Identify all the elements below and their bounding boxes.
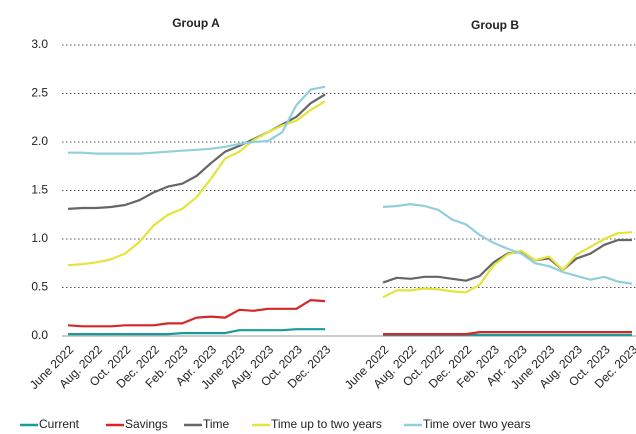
- legend-label: Current: [39, 417, 80, 431]
- series-line: [68, 328, 325, 336]
- series-line: [382, 231, 633, 299]
- legend-label: Time: [203, 417, 230, 431]
- series-line: [67, 100, 326, 267]
- legend-label: Savings: [125, 417, 168, 431]
- y-tick-label: 2.5: [31, 86, 48, 100]
- series-line: [67, 299, 326, 328]
- y-tick-label: 3.0: [31, 37, 48, 51]
- y-tick-label: 0.0: [31, 328, 48, 342]
- series-line: [382, 203, 633, 285]
- series-line: [383, 331, 632, 336]
- panel-title: Group A: [172, 16, 220, 30]
- y-tick-label: 0.5: [31, 280, 48, 294]
- y-tick-label: 1.5: [31, 183, 48, 197]
- series-line: [382, 238, 632, 284]
- legend-label: Time up to two years: [271, 417, 382, 431]
- y-tick-label: 1.0: [31, 231, 48, 245]
- series-line: [68, 85, 326, 155]
- y-tick-label: 2.0: [31, 134, 48, 148]
- series-line: [67, 93, 326, 210]
- legend-label: Time over two years: [423, 417, 531, 431]
- panel-title: Group B: [471, 18, 519, 32]
